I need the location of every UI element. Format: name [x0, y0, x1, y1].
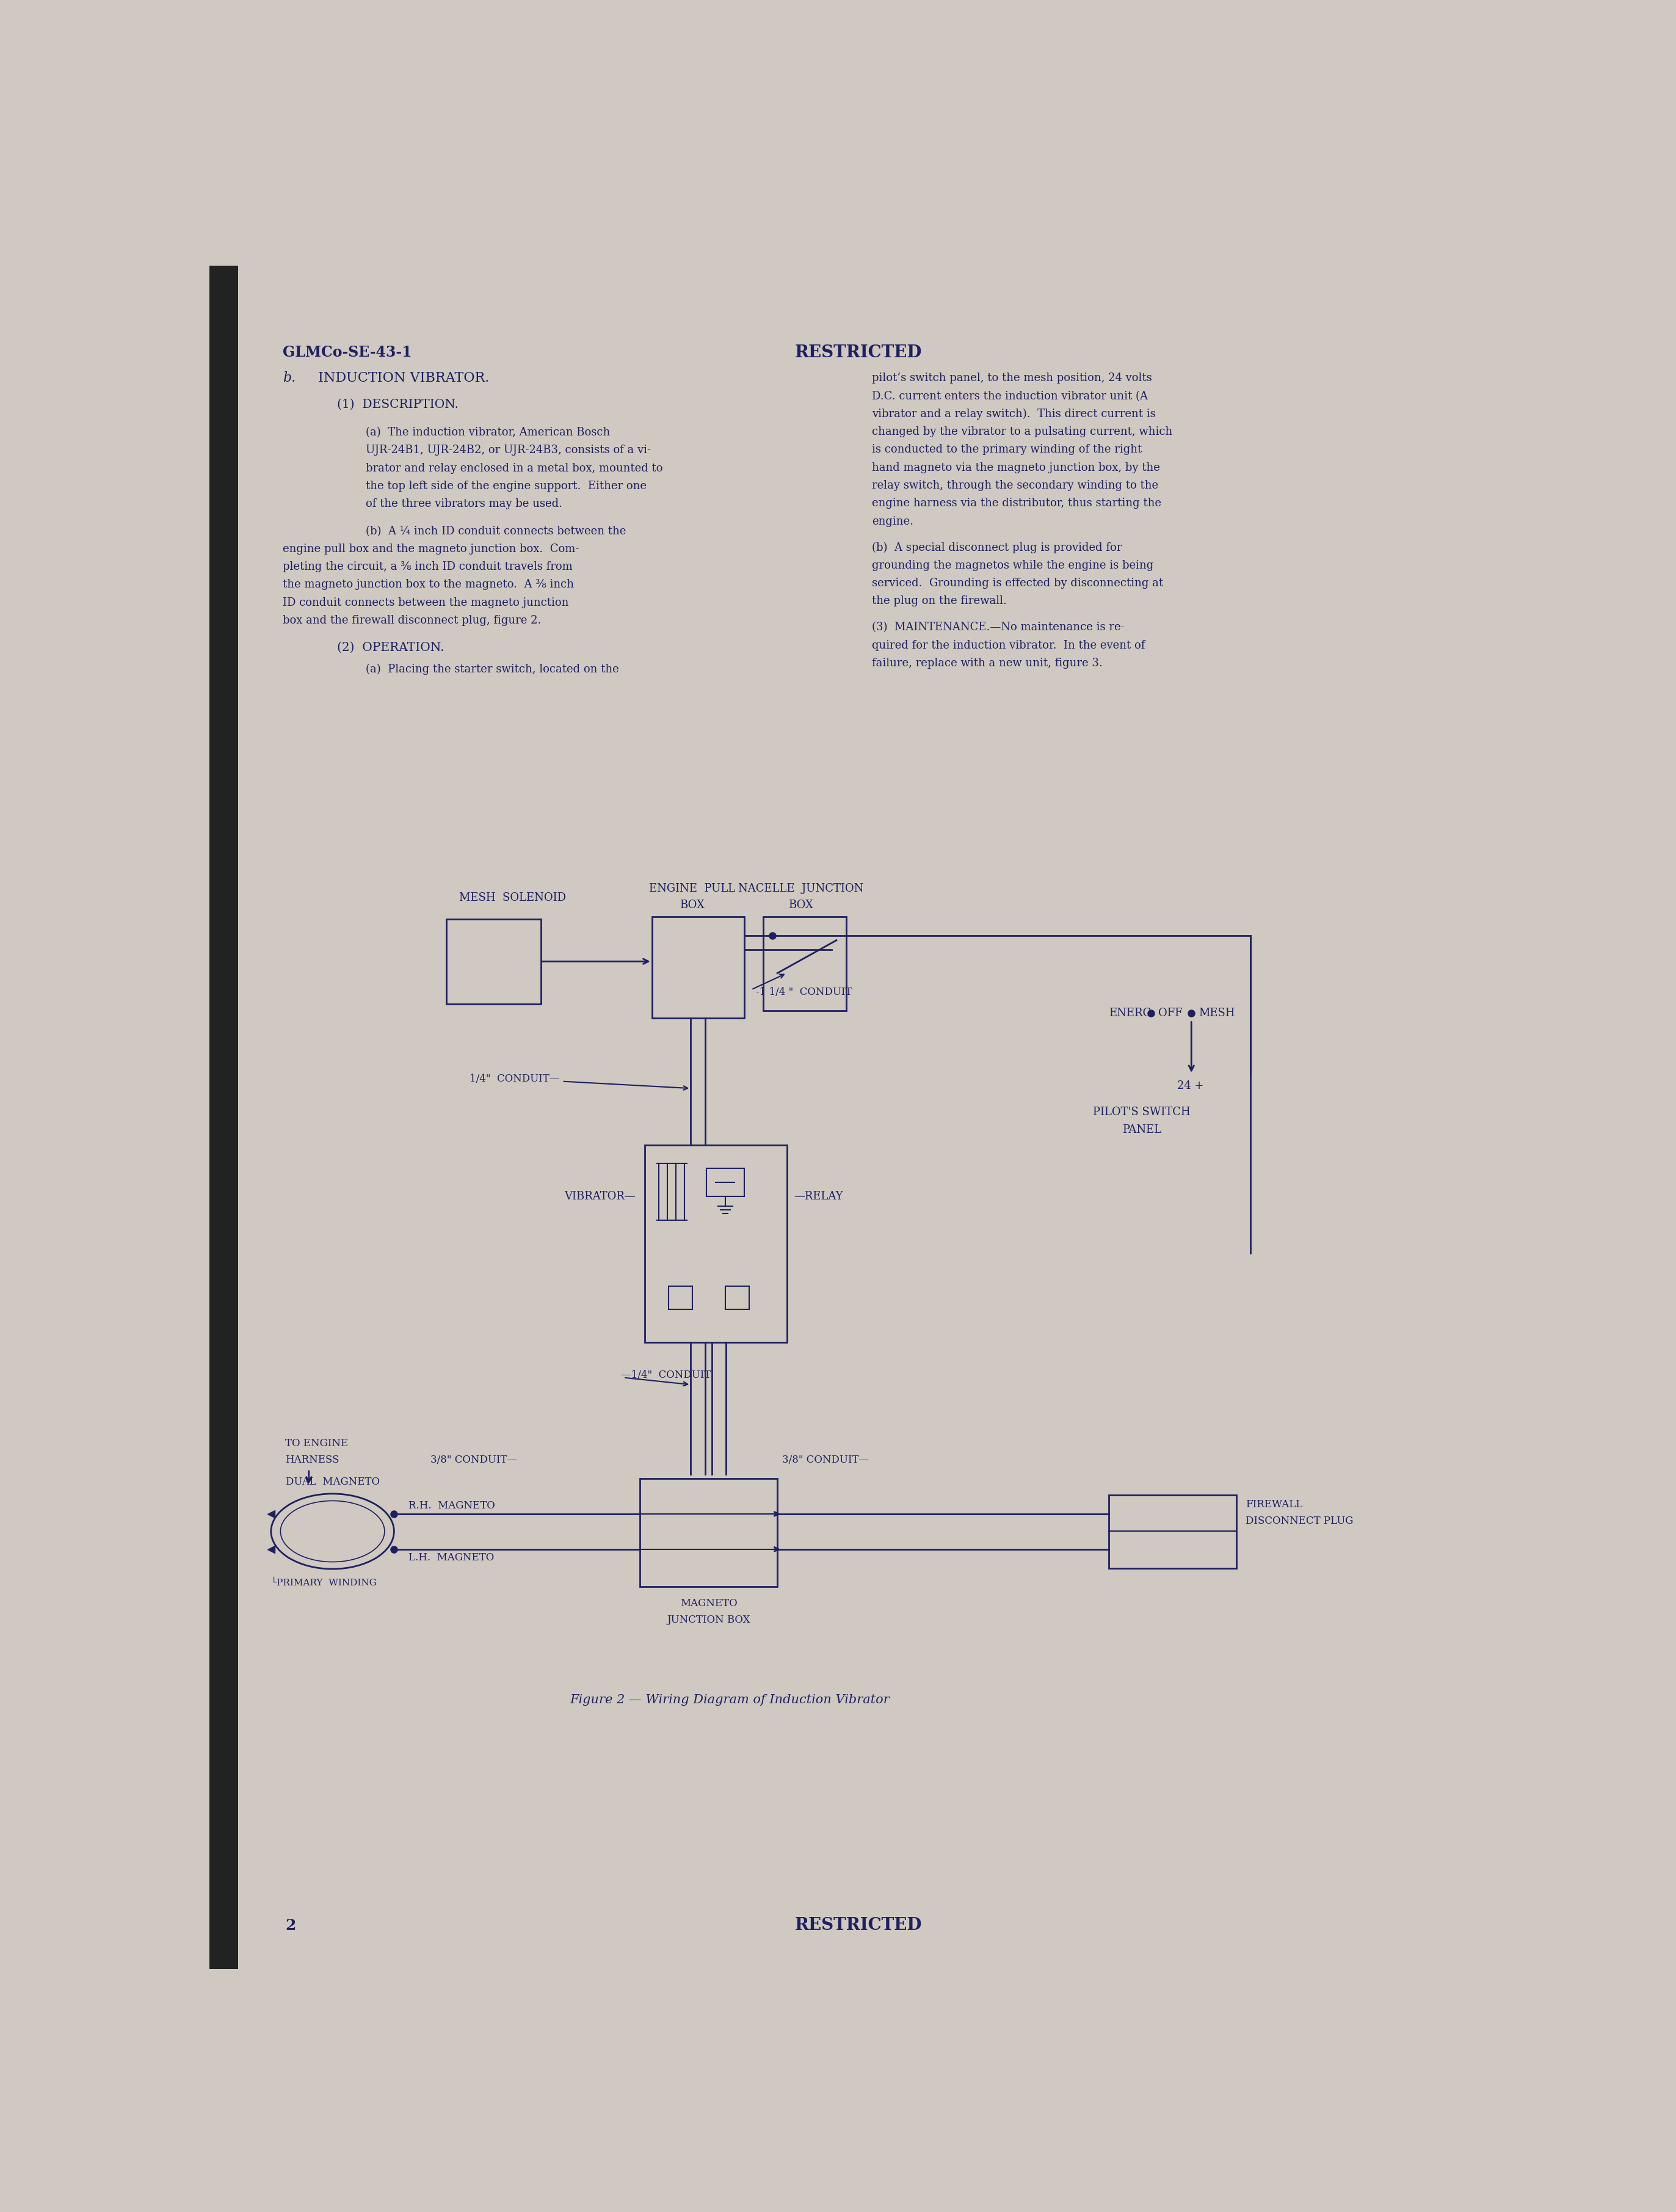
Text: PANEL: PANEL — [1123, 1124, 1161, 1135]
Text: ENGINE  PULL: ENGINE PULL — [649, 883, 736, 894]
Text: the plug on the firewall.: the plug on the firewall. — [872, 595, 1007, 606]
Text: 3/8" CONDUIT—: 3/8" CONDUIT— — [783, 1455, 868, 1464]
Text: 2: 2 — [285, 1918, 297, 1933]
Text: engine harness via the distributor, thus starting the: engine harness via the distributor, thus… — [872, 498, 1161, 509]
Bar — [726, 1285, 749, 1310]
Text: box and the firewall disconnect plug, figure 2.: box and the firewall disconnect plug, fi… — [283, 615, 541, 626]
Bar — [210, 265, 238, 1969]
Text: relay switch, through the secondary winding to the: relay switch, through the secondary wind… — [872, 480, 1158, 491]
Bar — [645, 1146, 786, 1343]
Text: GLMCo-SE-43-1: GLMCo-SE-43-1 — [283, 345, 412, 361]
Text: BOX: BOX — [680, 900, 704, 911]
Bar — [446, 918, 541, 1004]
Text: ID conduit connects between the magneto junction: ID conduit connects between the magneto … — [283, 597, 568, 608]
Text: FIREWALL: FIREWALL — [1245, 1500, 1302, 1511]
Bar — [706, 1168, 744, 1197]
Bar — [669, 1285, 692, 1310]
Text: —1/4"  CONDUIT: —1/4" CONDUIT — [622, 1369, 711, 1380]
Text: b.: b. — [283, 372, 297, 385]
Text: brator and relay enclosed in a metal box, mounted to: brator and relay enclosed in a metal box… — [365, 462, 662, 473]
Text: UJR-24B1, UJR-24B2, or UJR-24B3, consists of a vi-: UJR-24B1, UJR-24B2, or UJR-24B3, consist… — [365, 445, 650, 456]
Text: (2)  OPERATION.: (2) OPERATION. — [337, 641, 444, 653]
Text: (1)  DESCRIPTION.: (1) DESCRIPTION. — [337, 398, 459, 409]
Text: MESH  SOLENOID: MESH SOLENOID — [459, 891, 566, 902]
Text: -1 1/4 "  CONDUIT: -1 1/4 " CONDUIT — [756, 987, 851, 998]
Text: HARNESS: HARNESS — [285, 1455, 339, 1464]
Polygon shape — [238, 265, 612, 327]
Text: OFF: OFF — [1158, 1009, 1183, 1020]
Text: —RELAY: —RELAY — [794, 1190, 843, 1201]
Text: 24 +: 24 + — [1177, 1079, 1203, 1091]
Text: vibrator and a relay switch).  This direct current is: vibrator and a relay switch). This direc… — [872, 409, 1156, 420]
Text: (a)  The induction vibrator, American Bosch: (a) The induction vibrator, American Bos… — [365, 427, 610, 438]
Text: BOX: BOX — [788, 900, 813, 911]
Text: RESTRICTED: RESTRICTED — [794, 1918, 922, 1933]
Text: changed by the vibrator to a pulsating current, which: changed by the vibrator to a pulsating c… — [872, 427, 1173, 438]
Text: (3)  MAINTENANCE.—No maintenance is re-: (3) MAINTENANCE.—No maintenance is re- — [872, 622, 1125, 633]
Text: DISCONNECT PLUG: DISCONNECT PLUG — [1245, 1515, 1354, 1526]
Text: 1/4"  CONDUIT—: 1/4" CONDUIT— — [469, 1073, 560, 1084]
Text: is conducted to the primary winding of the right: is conducted to the primary winding of t… — [872, 445, 1141, 456]
Text: pleting the circuit, a ⅜ inch ID conduit travels from: pleting the circuit, a ⅜ inch ID conduit… — [283, 562, 573, 573]
Text: NACELLE  JUNCTION: NACELLE JUNCTION — [739, 883, 863, 894]
Text: PILOT'S SWITCH: PILOT'S SWITCH — [1093, 1106, 1190, 1117]
Text: (b)  A special disconnect plug is provided for: (b) A special disconnect plug is provide… — [872, 542, 1121, 553]
Text: of the three vibrators may be used.: of the three vibrators may be used. — [365, 498, 561, 509]
Bar — [652, 916, 744, 1018]
Text: L.H.  MAGNETO: L.H. MAGNETO — [409, 1553, 494, 1564]
Text: grounding the magnetos while the engine is being: grounding the magnetos while the engine … — [872, 560, 1153, 571]
Bar — [210, 265, 1508, 327]
Bar — [763, 916, 846, 1011]
Text: the magneto junction box to the magneto.  A ⅜ inch: the magneto junction box to the magneto.… — [283, 580, 575, 591]
Text: ENERG: ENERG — [1108, 1009, 1151, 1020]
Text: failure, replace with a new unit, figure 3.: failure, replace with a new unit, figure… — [872, 657, 1103, 668]
Text: 3/8" CONDUIT—: 3/8" CONDUIT— — [431, 1455, 518, 1464]
Text: INDUCTION VIBRATOR.: INDUCTION VIBRATOR. — [318, 372, 489, 385]
Text: pilot’s switch panel, to the mesh position, 24 volts: pilot’s switch panel, to the mesh positi… — [872, 374, 1151, 385]
Text: D.C. current enters the induction vibrator unit (A: D.C. current enters the induction vibrat… — [872, 392, 1148, 403]
Text: RESTRICTED: RESTRICTED — [794, 345, 922, 361]
Text: (b)  A ¼ inch ID conduit connects between the: (b) A ¼ inch ID conduit connects between… — [365, 526, 625, 538]
Text: MAGNETO: MAGNETO — [680, 1597, 737, 1608]
Text: Figure 2 — Wiring Diagram of Induction Vibrator: Figure 2 — Wiring Diagram of Induction V… — [570, 1694, 890, 1705]
Text: (a)  Placing the starter switch, located on the: (a) Placing the starter switch, located … — [365, 664, 618, 675]
Text: serviced.  Grounding is effected by disconnecting at: serviced. Grounding is effected by disco… — [872, 577, 1163, 588]
Text: JUNCTION BOX: JUNCTION BOX — [667, 1615, 751, 1626]
Text: MESH: MESH — [1198, 1009, 1235, 1020]
Text: hand magneto via the magneto junction box, by the: hand magneto via the magneto junction bo… — [872, 462, 1160, 473]
Text: └PRIMARY  WINDING: └PRIMARY WINDING — [272, 1579, 377, 1588]
Bar — [1108, 1495, 1237, 1568]
Text: the top left side of the engine support.  Either one: the top left side of the engine support.… — [365, 480, 647, 491]
Bar — [640, 1478, 778, 1586]
Text: quired for the induction vibrator.  In the event of: quired for the induction vibrator. In th… — [872, 639, 1145, 650]
Text: TO ENGINE: TO ENGINE — [285, 1438, 349, 1449]
Text: DUAL  MAGNETO: DUAL MAGNETO — [285, 1478, 379, 1486]
Text: VIBRATOR—: VIBRATOR— — [565, 1190, 635, 1201]
Text: engine pull box and the magneto junction box.  Com-: engine pull box and the magneto junction… — [283, 544, 580, 555]
Text: engine.: engine. — [872, 515, 913, 526]
Text: R.H.  MAGNETO: R.H. MAGNETO — [409, 1500, 494, 1511]
